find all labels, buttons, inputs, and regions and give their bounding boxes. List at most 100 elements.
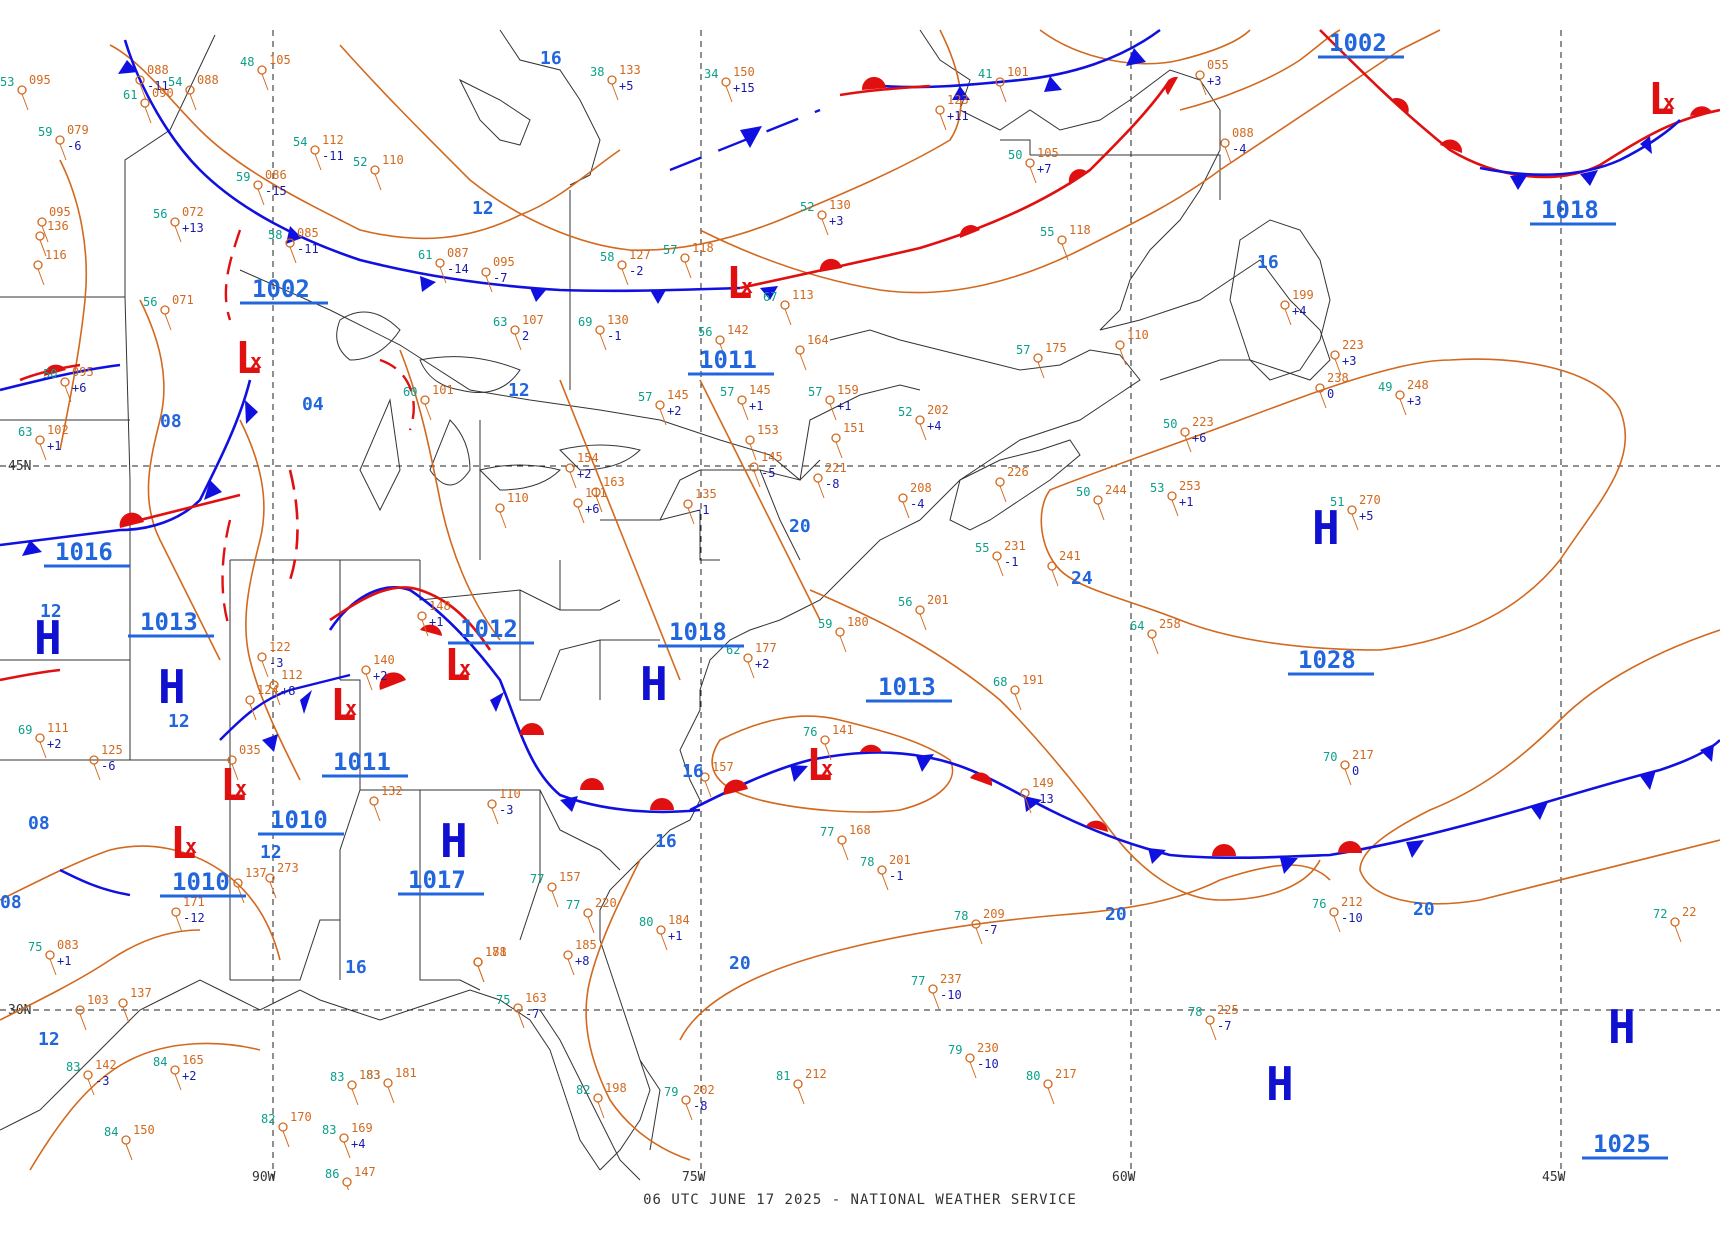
wind-barb-icon [87,1078,95,1096]
station-t: 77 [566,898,580,912]
wind-barb-icon [491,807,499,825]
station-c: +1 [749,399,763,413]
station-t: 50 [1076,485,1090,499]
station-t: 83 [366,1068,380,1082]
station-t: 83 [66,1060,80,1074]
station-t: 57 [663,243,677,257]
wind-barb-icon [174,1073,182,1091]
wind-barb-icon [660,933,668,951]
station-plot: 86 147 [325,1165,376,1190]
pressure-value-group: 1018 [658,618,744,648]
station-c: -1 [695,503,709,517]
station-plot: 157 [700,760,734,798]
wind-barb-icon [611,83,619,101]
station-circle-icon [435,258,445,268]
station-t: 79 [664,1085,678,1099]
station-plot: 84 150 [104,1123,155,1161]
wind-barb-icon [719,343,727,361]
pressure-value: 1011 [699,346,757,374]
station-circle-icon [253,180,263,190]
station-p: 083 [57,938,79,952]
station-t: 76 [1312,897,1326,911]
wind-barb-icon [1319,391,1327,409]
station-c: +2 [373,669,387,683]
station-p: 110 [499,787,521,801]
station-plot: 55 118 [1040,223,1091,261]
station-circle-icon [1147,629,1157,639]
station-plot: 136 [35,219,69,257]
station-circle-icon [420,395,430,405]
station-c: -7 [983,923,997,937]
station-c: +4 [1292,304,1306,318]
station-c: -8 [693,1099,707,1113]
low-center-x-icon: x [185,834,197,858]
station-t: 57 [808,385,822,399]
station-c: +15 [733,81,755,95]
station-t: 86 [325,1167,339,1181]
isobar-west-2 [59,159,88,451]
station-circle-icon [1330,350,1340,360]
station-p: 208 [910,481,932,495]
station-circle-icon [170,217,180,227]
pressure-value: 1016 [55,538,113,566]
station-circle-icon [257,65,267,75]
station-plot: 70 217 0 [1323,748,1374,786]
stationary-front-central [328,586,701,814]
station-circle-icon [417,611,427,621]
station-p: 165 [182,1053,204,1067]
station-circle-icon [1220,138,1230,148]
station-circle-icon [1115,340,1125,350]
isobars [0,29,1720,1171]
station-t: 50 [1008,148,1022,162]
pressure-center-values: 1002 1002 1018 1011 1016 1013 1012 1018 … [44,29,1668,1160]
wind-barb-icon [499,511,507,529]
station-t: 64 [1130,619,1144,633]
pressure-value: 1013 [140,608,198,636]
station-c: +5 [619,79,633,93]
isobar-label: 08 [160,411,182,432]
pressure-value: 1002 [1329,29,1387,57]
wind-barb-icon [122,1006,130,1024]
wind-barb-icon [687,507,695,525]
station-circle-icon [1670,917,1680,927]
station-c: -1 [607,329,621,343]
station-c: -1 [1004,555,1018,569]
station-circle-icon [310,145,320,155]
station-t: 77 [911,974,925,988]
station-t: 56 [153,207,167,221]
isobar-label: 16 [540,48,562,69]
isobar-label: 16 [682,761,704,782]
station-plot: 59 079 -6 [38,123,89,161]
station-t: 61 [418,248,432,262]
wind-barb-icon [1051,569,1059,587]
wind-barb-icon [577,506,585,524]
station-plot: 226 [995,465,1029,503]
station-c: -4 [910,497,924,511]
station-t: 58 [268,228,282,242]
station-circle-icon [1093,495,1103,505]
station-circle-icon [17,85,27,95]
station-t: 52 [898,405,912,419]
station-t: 81 [776,1069,790,1083]
station-circle-icon [1340,760,1350,770]
nova-scotia-coast [949,439,1081,531]
station-circle-icon [278,1122,288,1132]
low-center-x-icon: x [459,656,471,680]
station-p: 153 [757,423,779,437]
station-t: 63 [493,315,507,329]
station-circle-icon [1010,685,1020,695]
station-p: 095 [29,73,51,87]
station-t: 75 [28,940,42,954]
station-p: 101 [1007,65,1029,79]
newfoundland-coast [1229,219,1331,381]
station-t: 34 [704,67,718,81]
station-plot: 135-1 [683,487,717,525]
station-plot: 137 [118,986,152,1024]
low-center: L [170,818,197,869]
wind-barb-icon [387,1086,395,1104]
station-plot: 112+8 [269,668,303,706]
station-plot: 58 085 -11 [268,226,319,264]
station-plot: 151 [831,421,865,459]
station-plot: 63 102 +1 [18,423,69,461]
station-t: 58 [600,250,614,264]
